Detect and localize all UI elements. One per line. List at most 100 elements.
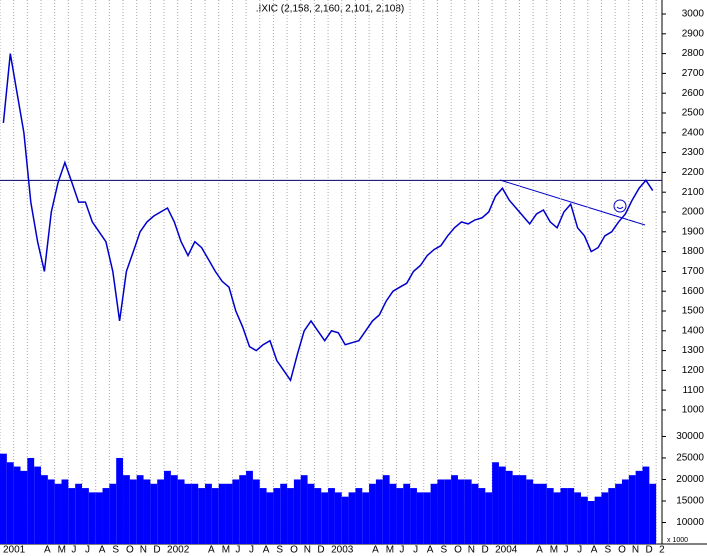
volume-bar [143, 479, 151, 544]
x-tick-label: N [304, 545, 311, 556]
volume-bar [280, 483, 288, 544]
volume-bar [198, 488, 206, 544]
x-tick-label: A [263, 545, 270, 556]
y-tick-label: 1700 [682, 266, 705, 277]
volume-bar [464, 479, 472, 544]
volume-bar [396, 488, 404, 544]
x-tick-label: J [399, 545, 404, 556]
y-tick-label: 2200 [682, 167, 705, 178]
volume-bar [232, 479, 240, 544]
x-tick-label: J [249, 545, 254, 556]
volume-bar [287, 488, 294, 544]
volume-bar [498, 466, 506, 544]
volume-bar [314, 488, 322, 544]
volume-bar [587, 500, 595, 544]
volume-bar [478, 488, 486, 544]
volume-bar [444, 479, 452, 544]
volume-bar [416, 492, 424, 544]
volume-bar [102, 488, 110, 544]
y-tick-label: 1800 [682, 246, 705, 257]
volume-bar [184, 483, 192, 544]
volume-bar [273, 488, 281, 544]
y2-tick-label: 10000 [676, 517, 704, 528]
volume-bar [321, 492, 329, 544]
volume-bar [41, 475, 48, 544]
volume-bar [615, 483, 622, 544]
x-tick-label: N [468, 545, 475, 556]
volume-bar [218, 483, 226, 544]
volume-bar [430, 483, 438, 544]
x-tick-label: 2004 [495, 545, 518, 556]
y2-tick-label: 20000 [676, 474, 704, 485]
price-line [2, 53, 654, 383]
volume-bar [375, 479, 383, 544]
volume-bar [109, 483, 117, 544]
volume-bar [170, 475, 178, 544]
y-tick-label: 2100 [682, 187, 705, 198]
y-tick-label: 2900 [682, 28, 705, 39]
x-tick-label: S [604, 545, 611, 556]
volume-bar [389, 483, 397, 544]
volume-bar [553, 492, 561, 544]
volume-bar [225, 483, 233, 544]
volume-bar [75, 483, 83, 544]
volume-bar [205, 483, 212, 544]
volume-bar [362, 492, 370, 544]
volume-bar [246, 470, 253, 544]
y-tick-label: 1100 [682, 385, 704, 396]
x-tick-label: D [645, 545, 652, 556]
x-tick-label: 2 [659, 545, 665, 556]
y2-axis-label: x 1000 [667, 537, 688, 544]
volume-bar [567, 488, 575, 544]
volume-bar [20, 470, 28, 544]
volume-bar [239, 475, 247, 544]
x-tick-label: M [550, 545, 558, 556]
x-tick-label: 2002 [167, 545, 190, 556]
x-tick-label: O [618, 545, 626, 556]
x-tick-label: 2003 [331, 545, 354, 556]
volume-bar [164, 470, 171, 544]
x-tick-label: J [71, 545, 76, 556]
volume-bar [369, 483, 376, 544]
volume-bar [293, 479, 301, 544]
y-tick-label: 2600 [682, 88, 705, 99]
x-tick-label: S [276, 545, 283, 556]
volume-bar [526, 479, 534, 544]
x-tick-label: A [536, 545, 543, 556]
x-tick-label: J [235, 545, 240, 556]
y-tick-label: 1300 [682, 345, 705, 356]
y-tick-label: 2000 [682, 207, 705, 218]
y-tick-label: 2800 [682, 48, 705, 59]
volume-bar [6, 462, 14, 544]
volume-bar [61, 479, 69, 544]
y-tick-label: 2700 [682, 68, 705, 79]
x-tick-label: D [317, 545, 324, 556]
chart-title: .IXIC (2,158, 2,160, 2,101, 2,108) [256, 4, 404, 15]
volume-bar [157, 479, 165, 544]
x-tick-label: M [222, 545, 230, 556]
volume-bar [82, 488, 89, 544]
volume-bar [621, 479, 629, 544]
y-tick-label: 1600 [682, 286, 705, 297]
volume-bar [642, 466, 650, 544]
volume-bar [355, 488, 363, 544]
volume-bar [437, 479, 445, 544]
volume-bar [594, 496, 602, 544]
volume-bar [123, 475, 130, 544]
volume-bar [47, 479, 55, 544]
volume-bar [457, 479, 465, 544]
x-tick-label: A [427, 545, 434, 556]
volume-bar [451, 475, 458, 544]
x-tick-label: S [440, 545, 447, 556]
volume-bar [27, 457, 35, 544]
volume-bar [191, 483, 199, 544]
volume-bar [266, 492, 274, 544]
volume-bar [177, 479, 185, 544]
x-tick-label: O [126, 545, 134, 556]
volume-bar [580, 496, 588, 544]
y-tick-label: 2500 [682, 108, 705, 119]
volume-bar [485, 492, 493, 544]
x-tick-label: O [454, 545, 462, 556]
x-tick-label: 2001 [3, 545, 26, 556]
y-tick-label: 2300 [682, 147, 705, 158]
